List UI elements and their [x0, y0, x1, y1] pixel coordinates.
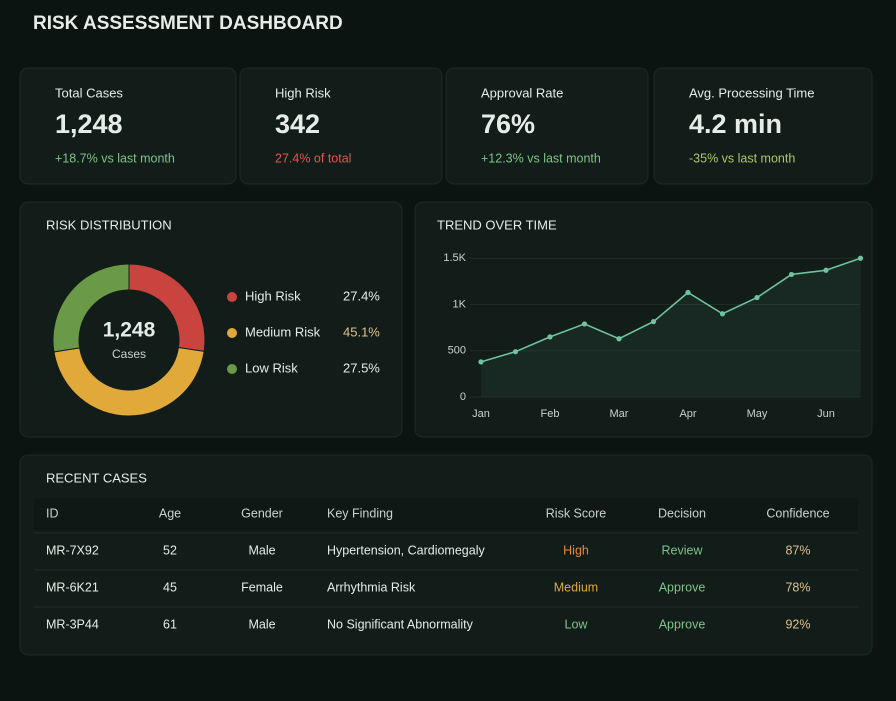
legend-label: Medium Risk [245, 324, 321, 339]
table-cell: Male [248, 617, 275, 631]
column-header: Risk Score [546, 506, 606, 520]
kpi-delta: -35% vs last month [689, 151, 795, 165]
kpi-delta: +18.7% vs last month [55, 151, 175, 165]
line-point [650, 319, 657, 325]
legend-value: 27.5% [343, 360, 380, 375]
panel-title: RECENT CASES [46, 470, 147, 485]
line-point [616, 336, 622, 342]
legend-value: 27.4% [343, 288, 380, 303]
kpi-value: 76% [481, 109, 535, 139]
table-cell: MR-3P44 [46, 617, 99, 631]
kpi-value: 342 [275, 109, 320, 139]
table-cell: Review [662, 543, 704, 557]
legend-label: Low Risk [245, 360, 298, 375]
line-point [512, 349, 519, 355]
y-tick-label: 1.5K [443, 252, 466, 264]
title: RISK ASSESSMENT DASHBOARD [33, 13, 343, 34]
column-header: Key Finding [327, 506, 393, 520]
y-tick-label: 500 [448, 345, 466, 357]
table-cell: Hypertension, Cardiomegaly [327, 543, 485, 557]
line-point [788, 271, 795, 278]
legend-value: 45.1% [343, 324, 380, 339]
line [480, 257, 861, 363]
kpi-card [19, 67, 237, 185]
table-cell: Medium [554, 580, 598, 594]
kpi-label: High Risk [275, 85, 331, 100]
table-cell: Approve [659, 617, 706, 631]
trend-panel [414, 201, 873, 438]
x-tick-label: Jan [472, 408, 490, 420]
table-cell: 61 [163, 617, 177, 631]
donut-slice [53, 346, 205, 417]
legend-swatch [227, 292, 237, 302]
donut-center-label: Cases [112, 347, 146, 361]
table-cell: 87% [785, 543, 810, 557]
column-header: ID [46, 506, 59, 520]
line-point [478, 359, 484, 365]
table-cell: 52 [163, 543, 177, 557]
panel-title: RISK DISTRIBUTION [46, 217, 172, 232]
risk-panel [19, 201, 403, 438]
kpi-value: 4.2 min [689, 109, 782, 139]
donut-center-value: 1,248 [103, 319, 156, 342]
x-tick-label: Mar [610, 408, 629, 420]
column-header: Decision [658, 506, 706, 520]
line-point [685, 289, 691, 296]
table-cell: MR-7X92 [46, 543, 99, 557]
line-point [547, 334, 553, 340]
column-header: Gender [241, 506, 283, 520]
x-tick-label: Jun [817, 408, 835, 420]
y-tick-label: 0 [460, 391, 466, 403]
table-cell: Male [248, 543, 275, 557]
kpi-label: Approval Rate [481, 85, 563, 100]
table-header-bg [34, 498, 858, 530]
table-cell: Arrhythmia Risk [327, 580, 416, 594]
line-point [857, 255, 864, 261]
legend-swatch [227, 364, 237, 374]
kpi-card [653, 67, 873, 185]
kpi-delta: +12.3% vs last month [481, 151, 601, 165]
line-point [754, 294, 760, 301]
table-cell: 78% [785, 580, 810, 594]
table-cell: No Significant Abnormality [327, 617, 474, 631]
legend-swatch [227, 328, 237, 338]
x-tick-label: May [747, 408, 768, 420]
table-cell: MR-6K21 [46, 580, 99, 594]
kpi-value: 1,248 [55, 109, 123, 139]
table-cell: 45 [163, 580, 177, 594]
line-point [581, 321, 588, 327]
column-header: Age [159, 506, 181, 520]
table-cell: 92% [785, 617, 810, 631]
line-point [823, 267, 829, 273]
x-tick-label: Apr [679, 408, 696, 420]
table-cell: Approve [659, 580, 706, 594]
x-tick-label: Feb [541, 408, 560, 420]
line-point [719, 311, 726, 317]
kpi-label: Avg. Processing Time [689, 85, 814, 100]
y-tick-label: 1K [453, 298, 467, 310]
kpi-card [239, 67, 443, 185]
kpi-card [445, 67, 649, 185]
panel-title: TREND OVER TIME [437, 217, 557, 232]
line-area [481, 258, 861, 397]
donut-slice [52, 263, 130, 353]
table-cell: High [563, 543, 589, 557]
kpi-label: Total Cases [55, 85, 123, 100]
kpi-delta: 27.4% of total [275, 151, 351, 165]
table-cell: Low [565, 617, 589, 631]
legend-label: High Risk [245, 288, 301, 303]
table-cell: Female [241, 580, 283, 594]
column-header: Confidence [766, 506, 829, 520]
